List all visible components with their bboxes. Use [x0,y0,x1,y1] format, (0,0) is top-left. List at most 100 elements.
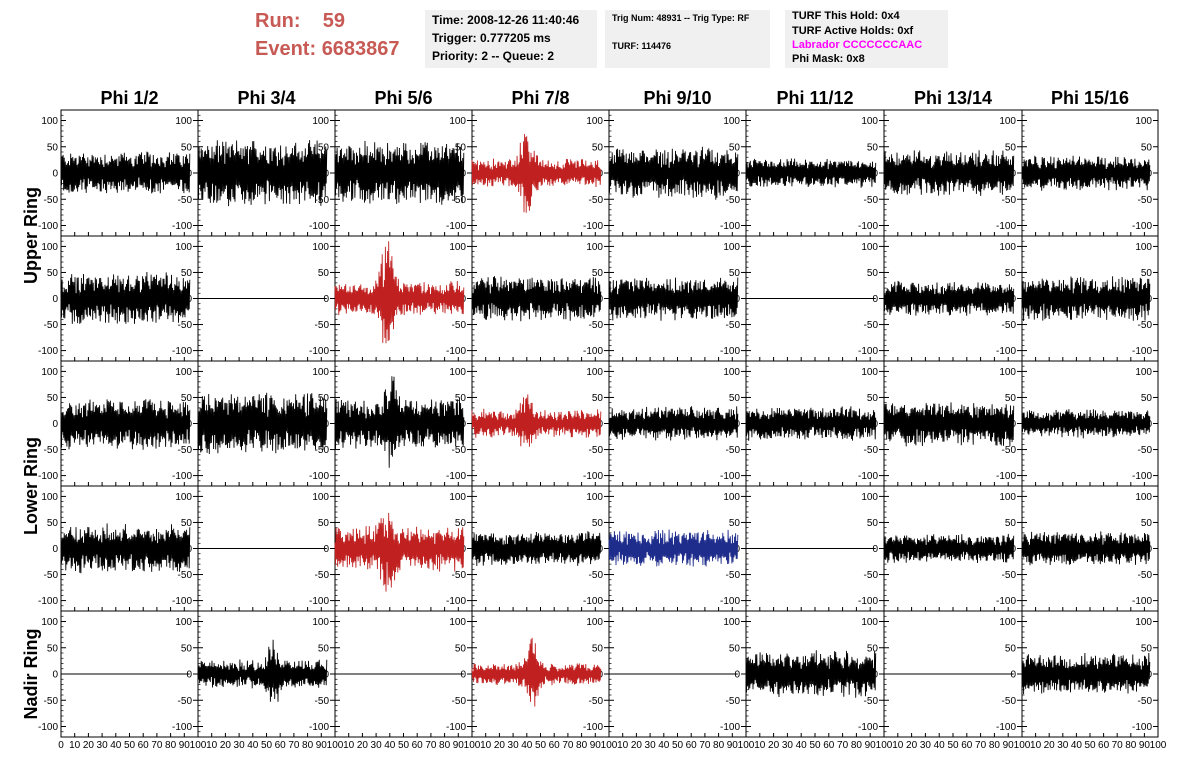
waveform-trace [608,277,739,321]
x-tick-label: 10 [754,740,766,751]
y-tick-label: -50 [589,445,604,456]
y-tick-label: 50 [867,518,879,529]
y-tick-label: 100 [999,367,1016,378]
y-tick-label: 50 [592,518,604,529]
y-tick-label: 50 [1141,518,1153,529]
column-header: Phi 3/4 [237,88,295,108]
x-tick-label: 60 [823,740,835,751]
x-tick-label: 60 [412,740,424,751]
waveform-trace [334,376,465,468]
y-tick-label: -50 [864,445,879,456]
trig-num-line: Trig Num: 48931 -- Trig Type: RF [612,13,750,23]
column-header: Phi 9/10 [643,88,711,108]
x-tick-label: 40 [796,740,808,751]
event-label: Event: [255,38,317,60]
y-tick-label: 50 [455,643,467,654]
y-tick-label: 100 [723,492,740,503]
x-tick-label: 100 [190,740,207,751]
waveform-trace [745,406,877,441]
y-tick-label: 50 [181,142,193,153]
y-tick-label: -50 [178,195,193,206]
y-tick-label: 100 [449,242,466,253]
y-tick-label: -100 [720,346,740,357]
waveform-trace [471,133,602,213]
x-tick-label: 50 [947,740,959,751]
x-tick-label: 100 [876,740,893,751]
y-tick-label: 50 [867,142,879,153]
waveform-trace [1021,531,1151,566]
waveform-trace [197,392,328,455]
y-tick-label: -100 [1132,346,1152,357]
y-tick-label: 100 [861,367,878,378]
y-tick-label: -50 [726,320,741,331]
y-tick-label: 50 [867,643,879,654]
y-tick-label: 100 [41,492,58,503]
y-tick-label: -50 [726,696,741,707]
y-tick-label: 50 [181,268,193,279]
turf-this-hold-line: TURF This Hold: 0x4 [792,10,900,22]
waveform-trace [471,637,602,707]
y-tick-label: -50 [315,445,330,456]
y-tick-label: 100 [41,617,58,628]
y-tick-label: 0 [52,544,58,555]
y-tick-label: -50 [452,696,467,707]
y-tick-label: 50 [47,643,59,654]
y-tick-label: 50 [47,518,59,529]
y-tick-label: 100 [1135,242,1152,253]
y-tick-label: -100 [720,221,740,232]
y-tick-label: 50 [1141,393,1153,404]
y-tick-label: 100 [861,617,878,628]
y-tick-label: -50 [1138,696,1153,707]
waveform-trace [608,146,739,200]
y-tick-label: 0 [1010,670,1016,681]
y-tick-label: 100 [175,116,192,127]
x-tick-label: 80 [989,740,1001,751]
x-tick-label: 40 [247,740,259,751]
y-tick-label: -100 [858,471,878,482]
y-tick-label: 50 [455,518,467,529]
y-tick-label: 50 [1005,518,1017,529]
x-tick-label: 10 [343,740,355,751]
y-tick-label: 50 [47,268,59,279]
x-tick-label: 80 [302,740,314,751]
x-tick-label: 90 [727,740,739,751]
y-tick-label: 100 [999,492,1016,503]
y-tick-label: -100 [446,471,466,482]
ring-label: Upper Ring [21,187,41,284]
y-tick-label: -50 [589,195,604,206]
y-tick-label: -50 [178,445,193,456]
y-tick-label: 0 [52,169,58,180]
ring-label: Lower Ring [21,437,41,535]
y-tick-label: 100 [861,116,878,127]
run-label: Run: [255,10,301,32]
y-tick-label: 50 [318,643,330,654]
labrador-line: Labrador CCCCCCCAAC [792,39,923,51]
x-tick-label: 90 [1139,740,1151,751]
waveform-trace [334,241,465,344]
y-tick-label: 50 [729,142,741,153]
x-tick-label: 50 [124,740,136,751]
x-tick-label: 70 [975,740,987,751]
event-number: Event: 6683867 [255,38,400,61]
x-tick-label: 90 [590,740,602,751]
waveform-trace [60,151,191,194]
waveform-trace [197,140,328,207]
x-tick-label: 70 [425,740,437,751]
waveform-trace [883,150,1015,196]
y-tick-label: -100 [446,722,466,733]
y-tick-label: -100 [996,722,1016,733]
y-tick-label: -50 [44,445,59,456]
y-tick-label: -100 [583,346,603,357]
y-tick-label: -100 [720,722,740,733]
column-header: Phi 5/6 [374,88,432,108]
x-tick-label: 30 [371,740,383,751]
y-tick-label: 50 [729,518,741,529]
y-tick-label: 50 [318,268,330,279]
y-tick-label: 100 [861,492,878,503]
x-tick-label: 50 [1084,740,1096,751]
y-tick-label: 50 [47,142,59,153]
x-tick-label: 10 [480,740,492,751]
x-tick-label: 70 [699,740,711,751]
y-tick-label: -50 [1002,445,1017,456]
